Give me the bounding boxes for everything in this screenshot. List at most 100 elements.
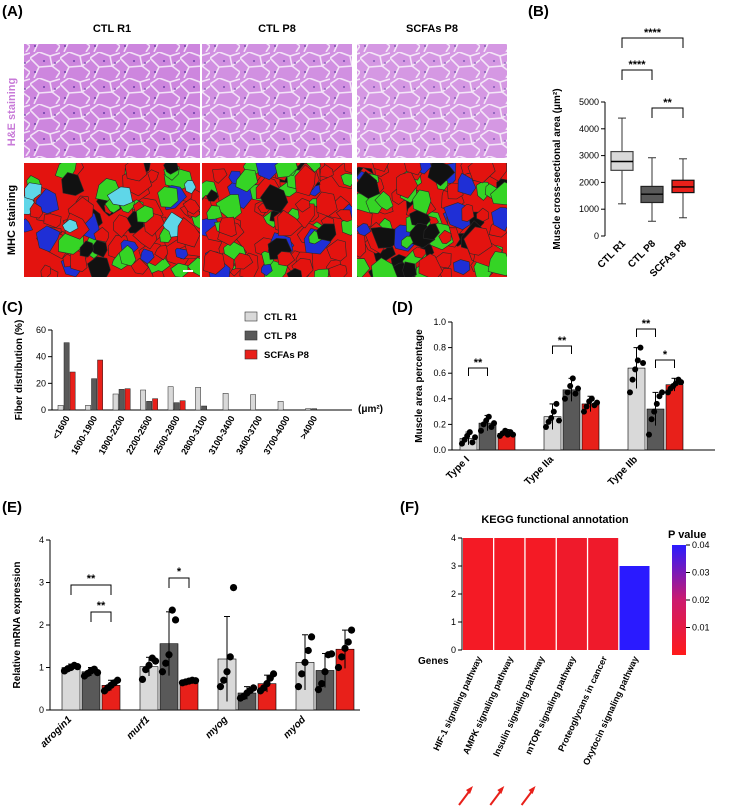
data-point xyxy=(542,423,549,430)
mhc-fiber xyxy=(328,264,348,277)
data-point xyxy=(223,668,231,676)
data-point xyxy=(553,400,560,407)
data-point xyxy=(168,606,176,614)
legend-swatch xyxy=(244,349,258,360)
panel-label-a: (A) xyxy=(2,3,23,20)
bar-ctl-p8 xyxy=(63,342,70,411)
y-tick-label: 40 xyxy=(36,352,46,362)
sig-bracket xyxy=(168,577,190,588)
mhc-fibers xyxy=(24,163,200,277)
he-image-scfas-p8 xyxy=(357,44,507,158)
x-tick-label: 2200-2500 xyxy=(124,414,154,456)
data-point xyxy=(572,390,579,397)
panel-label-d: (D) xyxy=(392,299,413,316)
mhc-fiber xyxy=(490,181,507,206)
bar-ctl-r1 xyxy=(167,386,174,411)
mhc-fiber xyxy=(404,163,422,176)
panel-label-c: (C) xyxy=(2,299,23,316)
bar-ctl-p8 xyxy=(146,401,152,411)
bar-ctl-r1 xyxy=(250,394,256,411)
y-tick-label: 0 xyxy=(451,645,456,655)
mhc-fiber xyxy=(294,197,311,213)
mhc-fiber xyxy=(357,223,372,237)
mhc-fiber xyxy=(212,168,228,184)
mhc-fiber xyxy=(461,203,475,222)
sig-bracket xyxy=(655,359,675,368)
data-point xyxy=(472,434,479,441)
data-point xyxy=(73,663,82,671)
data-point xyxy=(648,416,655,423)
y-axis-label: Fiber distribution (%) xyxy=(14,320,25,421)
bar-pathway xyxy=(463,538,493,650)
y-tick-label: 3000 xyxy=(579,151,599,161)
mhc-fiber xyxy=(154,245,169,261)
mhc-fiber xyxy=(340,173,352,187)
y-tick-label: 0 xyxy=(594,231,599,241)
mhc-fiber xyxy=(235,169,258,193)
mhc-fiber xyxy=(316,191,338,217)
x-tick-label: Type I xyxy=(444,454,472,482)
bar-ctl-r1 xyxy=(222,393,229,411)
mhc-fiber xyxy=(218,216,237,238)
data-point xyxy=(575,385,582,392)
x-tick-label: myog xyxy=(203,714,230,741)
y-tick-label: 4 xyxy=(451,533,456,543)
x-tick-label: 1900-2200 xyxy=(97,414,127,456)
y-axis-label: Muscle area percentage xyxy=(414,329,425,443)
data-point xyxy=(145,661,153,669)
mhc-fiber xyxy=(313,268,329,277)
data-point xyxy=(651,408,658,415)
legend-swatch xyxy=(244,311,258,322)
mhc-fiber xyxy=(357,170,380,199)
scale-bar xyxy=(183,270,193,272)
data-point xyxy=(263,680,271,688)
y-axis-label: Genes xyxy=(418,656,449,667)
bar-scfas-p8 xyxy=(124,388,131,411)
mhc-fiber xyxy=(106,186,133,207)
x-tick-label: Type IIa xyxy=(523,454,557,488)
y-tick-label: 0.0 xyxy=(433,445,446,455)
legend-label: SCFAs P8 xyxy=(264,350,309,361)
mhc-fiber xyxy=(140,248,155,265)
mhc-fiber xyxy=(206,205,223,220)
sig-label: **** xyxy=(628,59,646,71)
sig-label: ** xyxy=(87,573,96,585)
data-point xyxy=(249,684,258,692)
data-point xyxy=(93,669,102,677)
data-point xyxy=(548,415,555,421)
sig-label: **** xyxy=(644,27,662,39)
mhc-fiber xyxy=(159,227,172,243)
col-title-ctl-p8: CTL P8 xyxy=(258,23,296,35)
mhc-fiber xyxy=(35,225,61,253)
colorbar-title: P value xyxy=(668,529,706,541)
sig-bracket xyxy=(552,345,572,354)
chart-title: KEGG functional annotation xyxy=(481,514,629,526)
colorbar xyxy=(672,545,686,655)
y-tick-label: 0.2 xyxy=(433,419,446,429)
mhc-fiber xyxy=(357,258,371,277)
data-point xyxy=(550,408,557,415)
mhc-fiber xyxy=(343,163,352,174)
mhc-fiber xyxy=(93,226,109,243)
data-point xyxy=(626,389,633,396)
y-tick-label: 1 xyxy=(451,617,456,627)
bar-ctl-r1 xyxy=(140,389,146,411)
x-tick-label: <1600 xyxy=(50,414,71,441)
mhc-fiber xyxy=(316,223,337,242)
mhc-fiber xyxy=(87,256,111,277)
mhc-fiber xyxy=(401,235,414,249)
bar-scfas-p8 xyxy=(179,400,186,411)
y-tick-label: 0.6 xyxy=(433,368,446,378)
sig-label: ** xyxy=(642,318,651,330)
row-label-mhc: MHC staining xyxy=(6,185,18,255)
mhc-fibers xyxy=(357,163,507,277)
highlight-arrowhead xyxy=(528,786,536,794)
data-point xyxy=(640,359,647,366)
chart-f: KEGG functional annotation01234GenesHIF-… xyxy=(418,514,710,806)
legend-label: CTL R1 xyxy=(264,312,298,323)
data-point xyxy=(171,616,180,624)
mhc-fiber xyxy=(277,251,296,267)
mhc-fiber xyxy=(79,240,94,258)
mhc-fiber xyxy=(187,257,200,277)
mhc-fiber xyxy=(374,190,394,211)
